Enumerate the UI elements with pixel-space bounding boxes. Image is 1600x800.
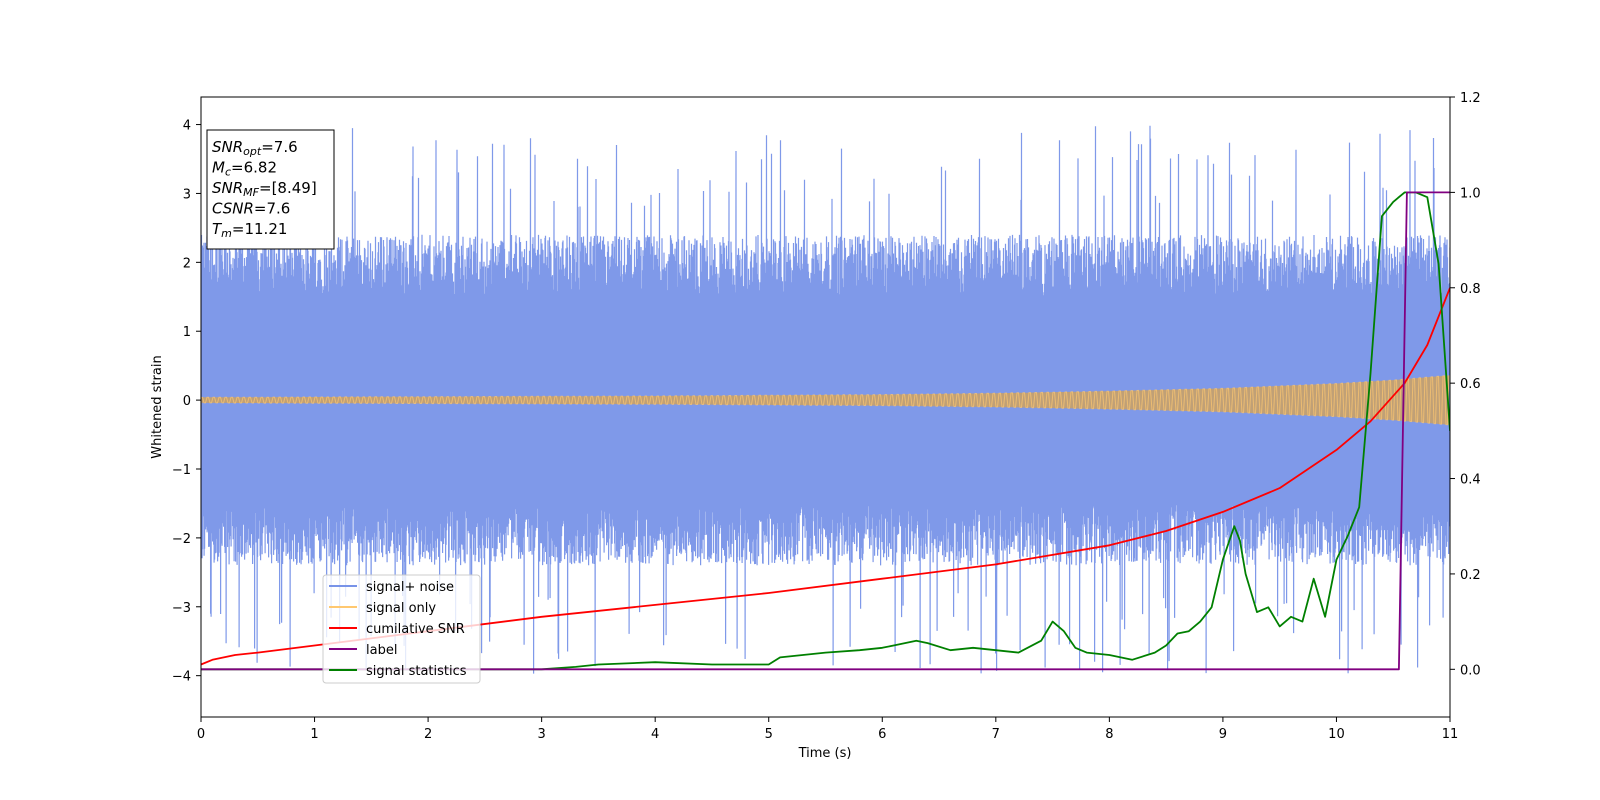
legend-label: signal only bbox=[366, 601, 436, 616]
x-tick-label: 4 bbox=[651, 727, 659, 742]
y-tick-label: 4 bbox=[183, 119, 191, 134]
y-tick-label: −4 bbox=[172, 670, 191, 685]
y-tick-label: −2 bbox=[172, 532, 191, 547]
x-tick-label: 10 bbox=[1328, 727, 1345, 742]
info-line: SNRMF=[8.49] bbox=[212, 179, 317, 199]
info-line: SNRopt=7.6 bbox=[212, 138, 298, 158]
y-tick-label: 2 bbox=[183, 256, 191, 271]
y-axis-label: Whitened strain bbox=[150, 355, 165, 458]
y-tick-label: 3 bbox=[183, 187, 191, 202]
x-tick-label: 6 bbox=[878, 727, 886, 742]
x-tick-label: 5 bbox=[765, 727, 773, 742]
y2-tick-label: 1.2 bbox=[1460, 91, 1481, 106]
legend-frame bbox=[322, 574, 481, 684]
plot-area bbox=[201, 125, 1450, 674]
plot-frame bbox=[200, 96, 1451, 718]
info-line: CSNR=7.6 bbox=[212, 200, 290, 218]
info-box-frame bbox=[206, 129, 335, 250]
x-tick-label: 7 bbox=[992, 727, 1000, 742]
legend-label: label bbox=[366, 643, 397, 658]
y2-tick-label: 0.4 bbox=[1460, 473, 1481, 488]
x-tick-label: 1 bbox=[310, 727, 318, 742]
series-signal-statistics bbox=[201, 191, 1450, 671]
x-tick-label: 2 bbox=[424, 727, 432, 742]
info-line: Tm=11.21 bbox=[212, 220, 287, 240]
x-tick-label: 3 bbox=[537, 727, 545, 742]
x-tick-label: 11 bbox=[1442, 727, 1459, 742]
legend-label: signal+ noise bbox=[366, 580, 454, 595]
legend-label: cumilative SNR bbox=[366, 622, 465, 637]
y2-tick-label: 0.6 bbox=[1460, 377, 1481, 392]
series-signal-only-wave bbox=[201, 375, 1450, 426]
x-tick-label: 0 bbox=[197, 727, 205, 742]
y-tick-label: 1 bbox=[183, 325, 191, 340]
y-tick-label: −3 bbox=[172, 601, 191, 616]
y2-tick-label: 1.0 bbox=[1460, 186, 1481, 201]
x-tick-label: 8 bbox=[1105, 727, 1113, 742]
y2-tick-label: 0.8 bbox=[1460, 282, 1481, 297]
y-tick-label: −1 bbox=[172, 463, 191, 478]
info-line: Mc=6.82 bbox=[212, 159, 277, 179]
series-signal-only bbox=[201, 375, 1449, 425]
y2-tick-label: 0.0 bbox=[1460, 663, 1481, 678]
x-axis-label: Time (s) bbox=[798, 746, 852, 761]
y-tick-label: 0 bbox=[183, 394, 191, 409]
series-cumilative-snr bbox=[201, 287, 1450, 666]
y2-tick-label: 0.2 bbox=[1460, 568, 1481, 583]
legend-label: signal statistics bbox=[366, 664, 467, 679]
legend: signal+ noise signal only cumilative SNR la… bbox=[322, 574, 481, 684]
series-label bbox=[201, 191, 1450, 671]
x-tick-label: 9 bbox=[1219, 727, 1227, 742]
